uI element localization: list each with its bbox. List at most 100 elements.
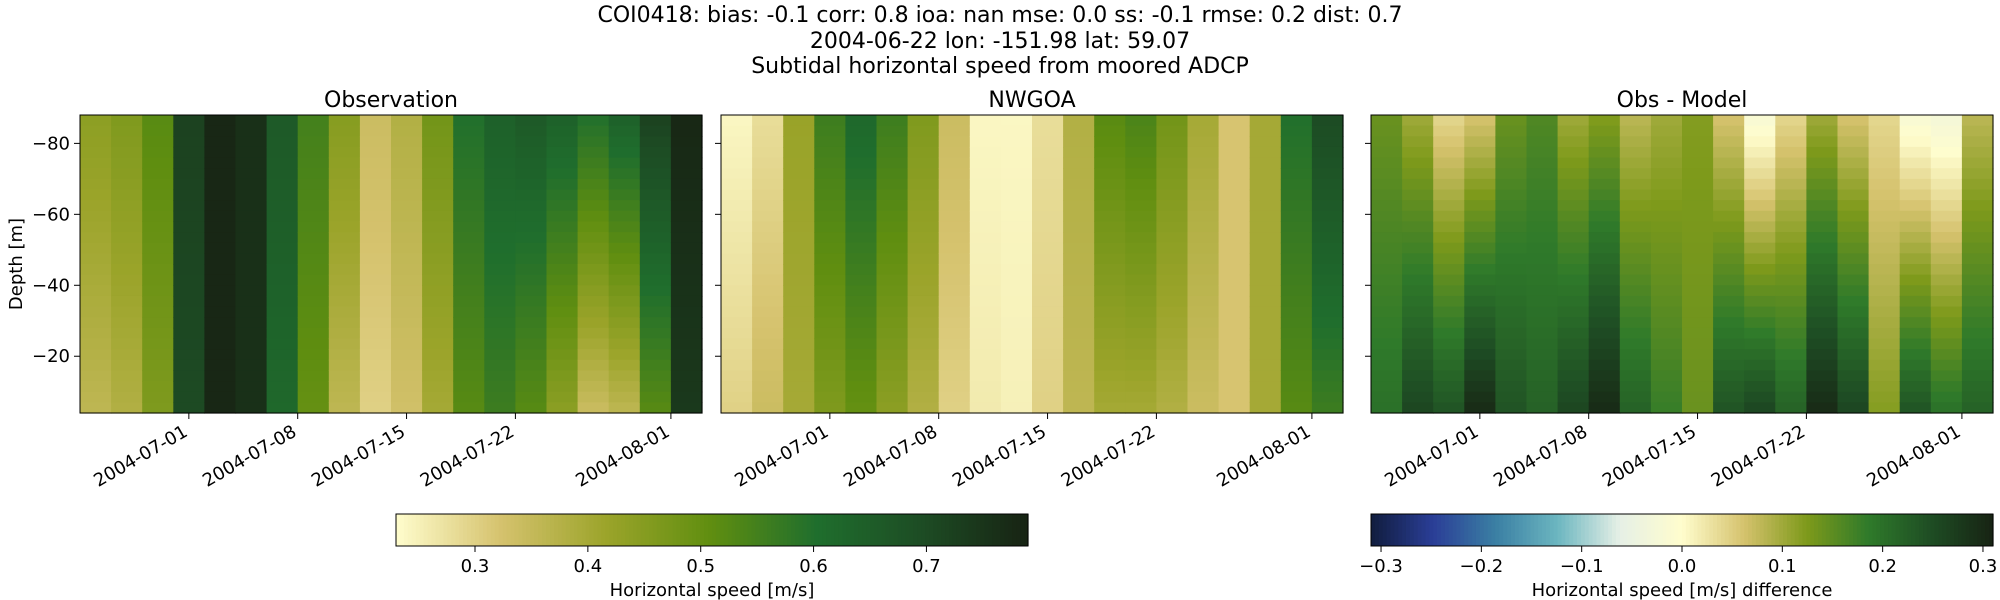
- heatmap-cell: [639, 200, 672, 212]
- heatmap-cell: [359, 125, 392, 137]
- heatmap-cell: [670, 381, 703, 393]
- heatmap-cell: [907, 136, 940, 148]
- heatmap-cell: [1713, 285, 1745, 297]
- heatmap-cell: [1464, 370, 1496, 382]
- heatmap-cell: [1868, 317, 1901, 329]
- colorbar-swatch: [866, 514, 871, 546]
- heatmap-cell: [1280, 370, 1313, 382]
- heatmap-cell: [1557, 125, 1590, 137]
- heatmap-cell: [752, 232, 784, 244]
- colorbar-swatch: [1678, 514, 1683, 546]
- colorbar-swatch: [522, 514, 527, 546]
- heatmap-cell: [1899, 136, 1932, 148]
- heatmap-cell: [1837, 136, 1870, 148]
- colorbar-swatch: [1841, 514, 1846, 546]
- heatmap-cell: [297, 370, 330, 382]
- heatmap-cell: [1744, 295, 1776, 308]
- heatmap-cell: [484, 125, 516, 137]
- heatmap-cell: [1000, 264, 1033, 276]
- heatmap-cell: [876, 295, 909, 308]
- heatmap-cell: [969, 285, 1002, 297]
- heatmap-cell: [80, 168, 112, 180]
- heatmap-cell: [1371, 242, 1403, 254]
- heatmap-cell: [1682, 189, 1714, 201]
- heatmap-cell: [1032, 359, 1064, 372]
- heatmap-cell: [515, 221, 548, 233]
- heatmap-cell: [1433, 136, 1465, 148]
- heatmap-cell: [1402, 370, 1434, 382]
- heatmap-cell: [142, 274, 174, 286]
- heatmap-cell: [721, 125, 753, 137]
- colorbar-swatch: [1545, 514, 1551, 546]
- colorbar-swatch: [581, 514, 587, 546]
- heatmap-cell: [1032, 264, 1064, 276]
- heatmap-cell: [546, 370, 579, 382]
- heatmap-cell: [546, 210, 579, 223]
- x-tick-label: 2004-07-08: [1490, 421, 1591, 491]
- heatmap-cell: [235, 178, 268, 191]
- heatmap-cell: [142, 295, 174, 308]
- figure-title-line2: 2004-06-22 lon: -151.98 lat: 59.07: [810, 29, 1190, 54]
- heatmap-cell: [328, 242, 361, 254]
- colorbar-swatch: [692, 514, 697, 546]
- heatmap-cell: [670, 391, 703, 403]
- heatmap-cell: [1464, 306, 1496, 318]
- heatmap-cell: [111, 338, 143, 350]
- heatmap-cell: [484, 285, 516, 297]
- heatmap-cell: [721, 327, 753, 340]
- heatmap-cell: [1000, 146, 1033, 159]
- heatmap-cell: [1650, 359, 1683, 372]
- colorbar-swatch: [1748, 514, 1753, 546]
- heatmap-cell: [1280, 157, 1313, 169]
- heatmap-cell: [1156, 359, 1189, 372]
- heatmap-cell: [845, 242, 878, 254]
- heatmap-cell: [577, 146, 610, 159]
- heatmap-cell: [608, 221, 641, 233]
- heatmap-cell: [1557, 168, 1590, 180]
- heatmap-cell: [1000, 306, 1033, 318]
- heatmap-cell: [1402, 146, 1434, 159]
- heatmap-cell: [1311, 178, 1344, 191]
- heatmap-cell: [1775, 295, 1807, 308]
- colorbar-swatch: [830, 514, 836, 546]
- heatmap-cell: [1588, 136, 1621, 148]
- colorbar-swatch: [1662, 514, 1668, 546]
- heatmap-cell: [80, 178, 112, 191]
- heatmap-cell: [1249, 115, 1282, 127]
- heatmap-cell: [1650, 136, 1683, 148]
- heatmap-cell: [1837, 402, 1870, 414]
- heatmap-cell: [1744, 349, 1776, 361]
- colorbar-swatch: [1810, 514, 1815, 546]
- heatmap-cell: [266, 264, 299, 276]
- heatmap-cell: [515, 168, 548, 180]
- heatmap-cell: [1682, 242, 1714, 254]
- heatmap-cell: [1868, 189, 1901, 201]
- heatmap-cell: [1650, 402, 1683, 414]
- heatmap-cell: [1125, 264, 1157, 276]
- colorbar-swatch: [1759, 514, 1765, 546]
- heatmap-cell: [391, 295, 423, 308]
- heatmap-cell: [546, 178, 579, 191]
- heatmap-cell: [546, 274, 579, 286]
- colorbar-swatch: [1600, 514, 1605, 546]
- heatmap-cell: [204, 210, 237, 223]
- colorbar-swatch: [787, 514, 792, 546]
- heatmap-cell: [453, 359, 485, 372]
- heatmap-cell: [142, 285, 174, 297]
- heatmap-cell: [484, 295, 516, 308]
- heatmap-cell: [422, 157, 454, 169]
- colorbar-swatch: [1658, 514, 1664, 546]
- heatmap-cell: [876, 178, 909, 191]
- colorbar-swatch: [1417, 514, 1423, 546]
- heatmap-cell: [639, 391, 672, 403]
- heatmap-cell: [359, 370, 392, 382]
- heatmap-cell: [1526, 242, 1559, 254]
- heatmap-cell: [639, 264, 672, 276]
- heatmap-cell: [1619, 381, 1652, 393]
- colorbar-swatch: [1837, 514, 1842, 546]
- heatmap-cell: [969, 274, 1002, 286]
- heatmap-cell: [670, 242, 703, 254]
- heatmap-cell: [1837, 274, 1870, 286]
- heatmap-cell: [1961, 391, 1994, 403]
- heatmap-cell: [577, 274, 610, 286]
